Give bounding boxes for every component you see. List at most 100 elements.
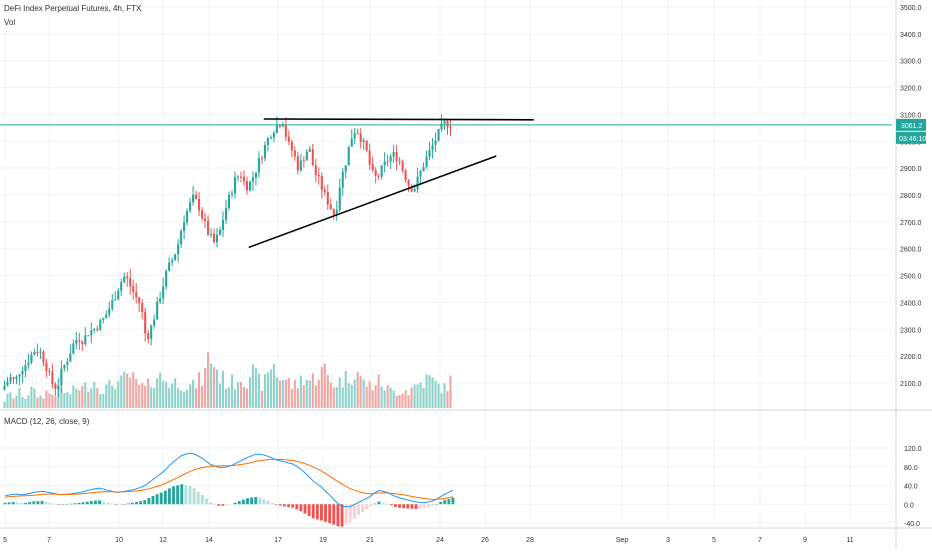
volume-bar	[69, 394, 72, 408]
volume-bar	[332, 387, 335, 408]
price-tick-label: 2800.0	[900, 193, 922, 200]
macd-histogram-bar	[270, 502, 274, 505]
candle-body	[404, 170, 407, 181]
countdown-tag-bg	[896, 131, 926, 144]
candle-body	[446, 120, 449, 128]
candle-body	[84, 335, 87, 345]
macd-histogram-bar	[451, 497, 455, 505]
macd-tick-label: 80.0	[904, 465, 918, 472]
volume-bar	[162, 380, 165, 408]
candle-body	[254, 172, 257, 178]
volume-bar	[323, 363, 326, 408]
macd-histogram-bar	[209, 502, 212, 505]
macd-histogram-bar	[430, 504, 434, 506]
macd-histogram-bar	[36, 501, 40, 505]
candle-body	[434, 140, 437, 146]
candle-body	[27, 362, 30, 365]
candle-body	[317, 175, 320, 177]
macd-histogram-bar	[110, 503, 114, 505]
volume-bar	[45, 390, 48, 408]
volume-bar	[431, 377, 434, 408]
macd-histogram-bar	[196, 491, 200, 505]
macd-histogram-bar	[229, 504, 233, 505]
trendline-support	[248, 155, 497, 249]
volume-bar	[407, 395, 410, 408]
candle-body	[245, 181, 249, 191]
macd-histogram-bar	[3, 502, 7, 505]
macd-histogram-bar	[254, 496, 258, 505]
candle-body	[51, 371, 54, 385]
macd-histogram-bar	[246, 498, 249, 505]
candle-body	[236, 176, 240, 178]
macd-histogram-bar	[361, 504, 364, 513]
macd-histogram-bar	[365, 504, 369, 510]
macd-label[interactable]: MACD (12, 26, close, 9)	[4, 417, 90, 426]
macd-histogram-bar	[139, 501, 143, 505]
candle-body	[156, 301, 159, 320]
price-tick-label: 2300.0	[900, 327, 922, 334]
volume-bar	[18, 387, 21, 408]
candle-body	[144, 312, 147, 334]
candle-body	[428, 149, 431, 157]
candle-body	[111, 299, 114, 309]
macd-histogram-bar	[237, 501, 241, 505]
macd-histogram-bar	[422, 504, 426, 509]
candle-body	[362, 140, 365, 142]
trendlines[interactable]	[248, 118, 534, 249]
volume-bar	[209, 363, 213, 408]
macd-histogram-bar	[61, 504, 65, 505]
volume-bar	[419, 382, 422, 408]
macd-histogram-bar	[406, 504, 410, 509]
candle-body	[239, 176, 243, 178]
candle-body	[425, 156, 428, 167]
macd-histogram-bar	[332, 504, 336, 525]
volume-label[interactable]: Vol	[4, 18, 16, 27]
macd-histogram-bar	[44, 501, 48, 505]
macd-histogram-bar	[241, 499, 245, 505]
volume-bar	[380, 386, 383, 408]
price-tick-label: 3100.0	[900, 112, 922, 119]
macd-histogram-bar	[287, 504, 291, 508]
countdown-value: 03:46:10	[899, 136, 926, 143]
candle-body	[233, 177, 237, 194]
macd-histogram-bar	[159, 492, 163, 505]
candle-body	[36, 351, 39, 353]
time-tick-label: 19	[319, 537, 327, 544]
volume-bar	[117, 381, 120, 408]
candle-body	[410, 185, 413, 192]
volume-bar	[257, 373, 260, 408]
macd-histogram-bar	[283, 504, 286, 507]
candle-body	[39, 351, 42, 353]
candle-body	[212, 233, 216, 243]
time-tick-label: 7	[758, 537, 762, 544]
candle-body	[87, 335, 90, 337]
candle-body	[48, 370, 51, 372]
volume-bar	[410, 387, 413, 408]
macd-histogram-bar	[7, 502, 11, 505]
candle-body	[320, 176, 323, 190]
price-tick-label: 3200.0	[900, 86, 922, 93]
time-tick-label: 11	[846, 537, 853, 544]
macd-histogram-bar	[77, 502, 81, 505]
macd-histogram-bar	[192, 488, 196, 505]
macd-histogram-bar	[69, 503, 73, 505]
volume-bar	[15, 395, 18, 408]
volume-bar	[230, 374, 234, 408]
volume-bar	[239, 382, 243, 408]
price-tick-label: 2400.0	[900, 300, 922, 307]
candle-body	[290, 141, 293, 151]
volume-bar	[63, 392, 66, 408]
symbol-title[interactable]: DeFi Index Perpetual Futures, 4h, FTX	[4, 4, 142, 13]
volume-bar	[377, 374, 380, 408]
volume-bar	[132, 372, 135, 408]
candle-body	[230, 193, 234, 195]
time-tick-label: 21	[366, 537, 374, 544]
price-tick-label: 3500.0	[900, 5, 922, 12]
macd-histogram-bar	[28, 502, 32, 505]
macd-histogram-bar	[135, 502, 138, 505]
candle-body	[341, 171, 344, 188]
volume-bar	[311, 373, 314, 408]
candle-body	[335, 209, 338, 215]
volume-bar	[141, 383, 144, 408]
